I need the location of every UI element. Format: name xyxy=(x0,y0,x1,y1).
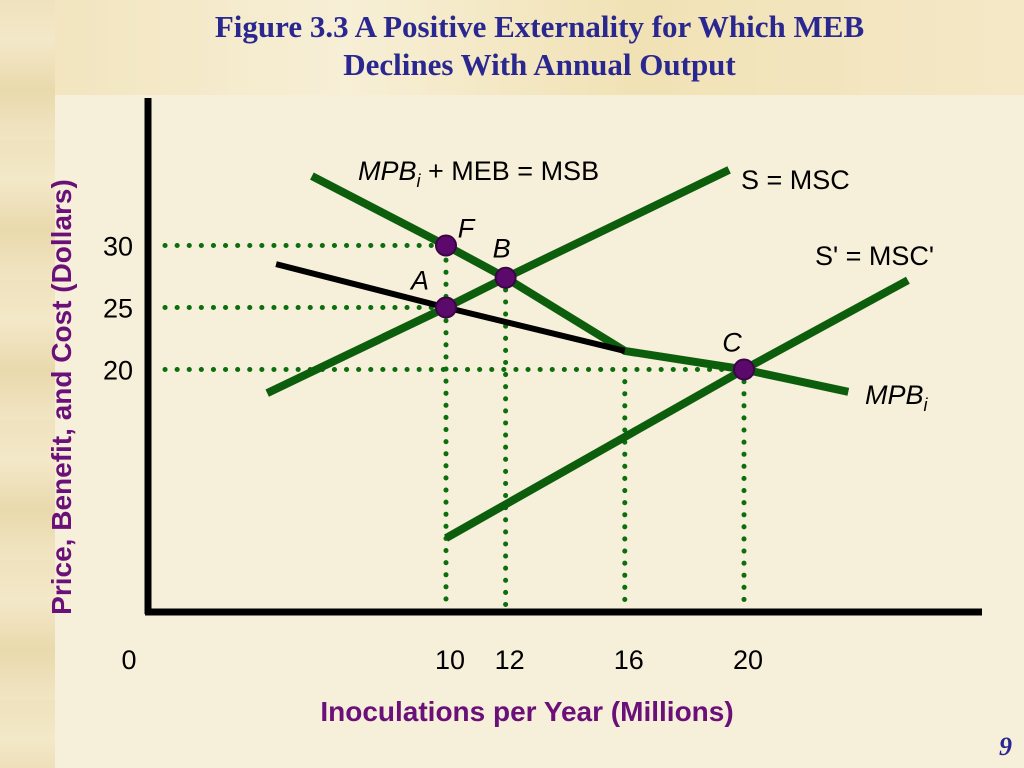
slide-title-line2: Declines With Annual Output xyxy=(343,47,736,82)
point-C xyxy=(733,358,755,381)
x-tick-0: 0 xyxy=(121,645,136,675)
curves xyxy=(265,166,910,542)
x-tick-20: 20 xyxy=(733,645,763,675)
curve-msc_prime xyxy=(444,276,910,542)
tick-labels: 0 10 12 16 20 30 25 20 xyxy=(103,232,763,676)
curve-labels: FA B C MPBi + MEB = MSB S = MSC S' = MSC' MPBi xyxy=(358,156,934,415)
x-tick-16: 16 xyxy=(614,645,644,675)
point-label-A: A xyxy=(409,266,429,296)
curve-label-msb: MPBi + MEB = MSB xyxy=(358,156,599,191)
points xyxy=(435,234,755,381)
y-tick-20: 20 xyxy=(103,356,133,386)
y-tick-25: 25 xyxy=(103,294,133,324)
point-B xyxy=(494,266,517,289)
curve-label-msc_prime: S' = MSC' xyxy=(815,241,934,271)
curve-label-mpb: MPBi xyxy=(865,380,929,415)
point-label-B: B xyxy=(493,234,511,264)
y-tick-30: 30 xyxy=(103,232,133,262)
slide-title-line1: Figure 3.3 A Positive Externality for Wh… xyxy=(214,9,865,44)
x-axis-label: Inoculations per Year (Millions) xyxy=(320,696,734,727)
background-texture-top xyxy=(55,0,1024,95)
point-label-C: C xyxy=(722,328,742,358)
background-texture-left xyxy=(0,0,55,768)
curve-label-msc: S = MSC xyxy=(741,165,850,195)
x-tick-12: 12 xyxy=(495,645,525,675)
point-F xyxy=(435,234,457,257)
curve-msc xyxy=(265,166,731,397)
slide-title: Figure 3.3 A Positive Externality for Wh… xyxy=(55,8,1024,84)
page-number: 9 xyxy=(999,732,1012,761)
x-tick-10: 10 xyxy=(435,645,465,675)
point-label-F: F xyxy=(458,214,476,244)
point-A xyxy=(435,296,457,319)
curve-msb xyxy=(310,172,850,396)
axes xyxy=(144,98,982,616)
